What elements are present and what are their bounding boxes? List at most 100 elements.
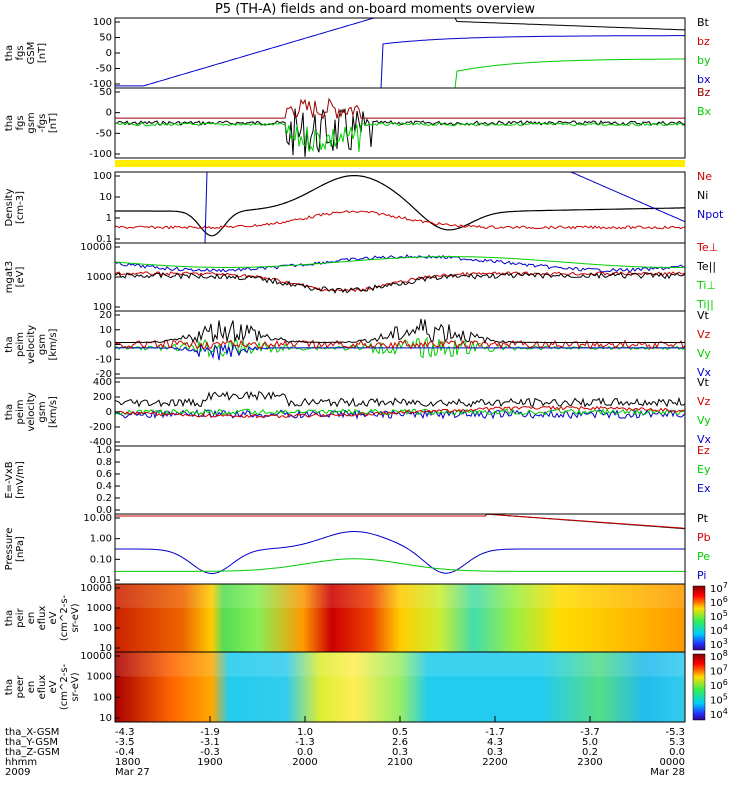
orbit-row-value: 4.3 [487,737,503,748]
legend-entry: Ey [697,463,711,476]
colorbar-tick: 104 [710,707,728,721]
orbit-row-value: -1.7 [485,727,505,738]
y-tick-label: 1 [106,213,112,224]
orbit-row-value: -4.3 [115,727,135,738]
y-axis-label: gsm [26,112,37,133]
orbit-row-value: 5.3 [669,737,685,748]
colorbar-tick: 106 [710,595,728,609]
orbit-row-value: -1.3 [295,737,315,748]
trace-te-perp [114,271,686,293]
panel-frame-efield [114,445,686,515]
y-tick-label: -20 [96,369,112,380]
legend-entry: Vt [697,309,710,322]
trace-vt [115,318,685,344]
ion-spectrogram-shade [115,584,685,608]
orbit-row-value: 2200 [482,757,507,768]
y-tick-label: -400 [89,437,112,448]
y-axis-label: (cm^2-s- [59,594,70,641]
legend-entry: Te⊥ [696,241,718,254]
trace-bx [115,35,685,89]
y-tick-label: 0.0 [96,505,112,516]
y-tick-label: 0 [106,108,112,119]
y-tick-label: 10 [99,325,112,336]
trace-ne [114,210,686,230]
y-tick-label: 100 [93,302,112,313]
panel-frame-fgs [114,17,686,89]
y-axis-label: sr-eV) [70,672,81,701]
trace-bz2 [115,97,685,120]
y-axis-label: peer [15,675,26,699]
trace-pi [115,531,685,574]
y-tick-label: -10 [96,354,112,365]
trace-vt2 [114,390,686,408]
electron-spectrogram [115,652,685,722]
y-tick-label: 10 [99,713,112,724]
y-tick-label: 0 [106,340,112,351]
ion-spectrogram-colorbar [692,585,706,651]
orbit-row-value: -0.4 [115,747,135,758]
orbit-row-label: hhmm [5,757,37,768]
y-axis-label: tha [4,679,15,695]
y-tick-label: 0 [106,407,112,418]
legend-entry: Bt [697,16,710,29]
electron-spectrogram-colorbar [692,653,706,721]
orbit-row-value: -0.3 [200,747,220,758]
y-tick-label: 100 [93,623,112,634]
y-axis-label: Density [4,188,15,226]
y-tick-label: 10 [99,643,112,654]
y-tick-label: 10000 [80,242,112,253]
legend-entry: Ex [697,482,711,495]
orbit-row-value: 1.0 [297,727,313,738]
y-axis-label: tha [4,404,15,420]
legend-entry: Vt [697,376,710,389]
legend-entry: Vx [697,366,712,379]
legend-entry: Npot [697,208,724,221]
orbit-row-value: 5.0 [582,737,598,748]
y-tick-label: 1.0 [96,445,112,456]
colorbar-tick: 104 [710,623,728,637]
colorbar-tick: 106 [710,678,728,692]
y-tick-label: 0.10 [90,554,112,565]
orbit-row-value: 0.3 [487,747,503,758]
y-tick-label: 20 [99,310,112,321]
y-tick-label: 200 [93,392,112,403]
y-axis-label: [nT] [48,113,59,133]
orbit-row-value: -1.9 [200,727,220,738]
trace-bt2 [114,107,686,157]
y-axis-label: [eV] [15,267,26,288]
orbit-row-value: -3.7 [580,727,600,738]
electron-spectrogram-shade [115,652,685,677]
orbit-row-value: 1900 [197,757,222,768]
y-axis-label: eflux [37,606,48,631]
y-tick-label: 0.4 [96,481,112,492]
orbit-row-value: 0.5 [392,727,408,738]
legend-entry: Pb [697,531,711,544]
y-tick-label: 10000 [80,583,112,594]
y-tick-label: 0 [106,48,112,59]
y-axis-label: tha [4,336,15,352]
orbit-row-value: -5.3 [665,727,685,738]
trace-te-par [114,272,686,294]
y-tick-label: 0.1 [96,234,112,245]
ion-spectrogram [115,584,685,652]
orbit-row-label: tha_Y-GSM [5,737,58,748]
y-axis-label: (cm^2-s- [59,663,70,710]
y-axis-label: gsm [37,401,48,422]
y-tick-label: 100 [93,17,112,28]
orbit-row-value: 0000 [660,757,685,768]
orbit-row-label: tha_Z-GSM [5,747,60,758]
y-axis-label: [km/s] [48,328,59,360]
y-tick-label: 1.00 [90,534,112,545]
orbit-row-value: Mar 28 [650,767,685,778]
trace-bt [115,17,686,31]
y-axis-label: eflux [37,675,48,700]
y-axis-label: [mV/m] [15,461,26,499]
trace-pe [115,558,685,572]
y-tick-label: -100 [89,79,112,90]
colorbar-tick: 107 [710,664,728,678]
y-axis-label: [km/s] [48,396,59,428]
legend-entry: bz [697,35,710,48]
legend-entry: Ez [697,444,710,457]
orbit-row-value: 2000 [292,757,317,768]
legend-entry: Vy [697,414,711,427]
